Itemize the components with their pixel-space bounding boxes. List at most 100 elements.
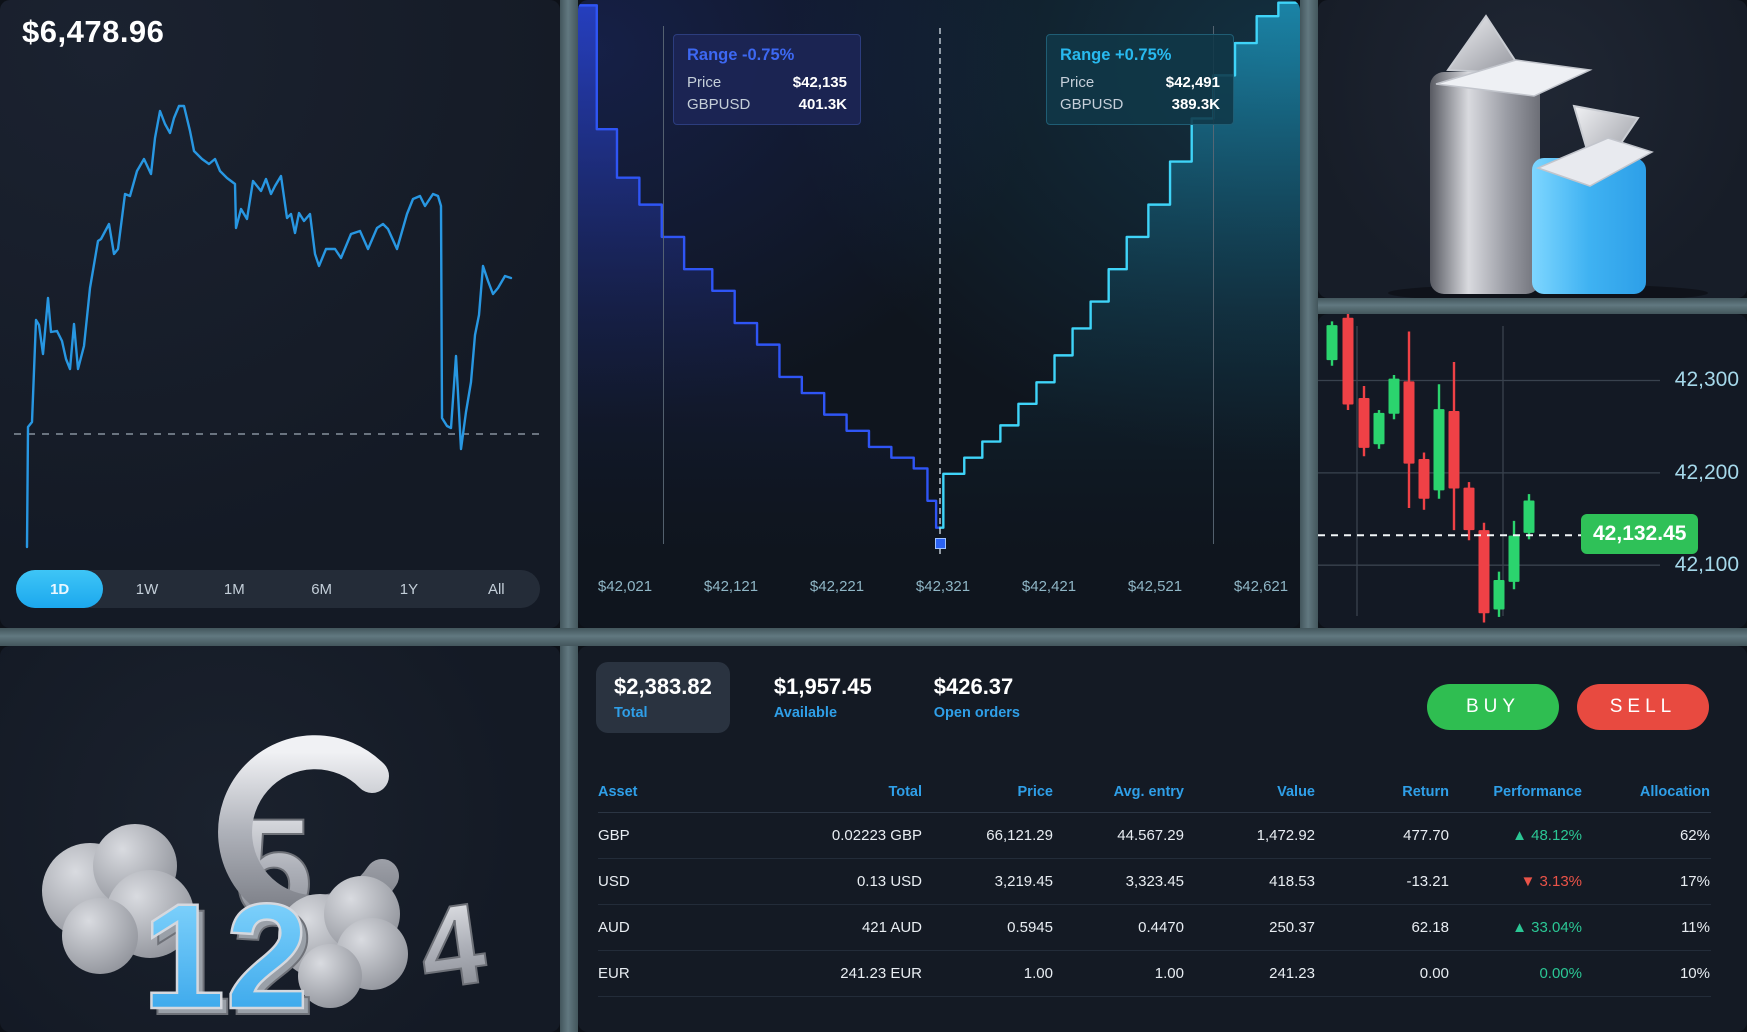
price-cell: 66,121.29	[986, 827, 1053, 844]
boxes-3d-illustration	[1388, 14, 1708, 298]
value-cell: 418.53	[1269, 873, 1315, 890]
return-cell: 62.18	[1411, 919, 1449, 936]
silver-bar-box	[1430, 72, 1540, 294]
balance-panel: $6,478.96 1D 1W 1M 6M 1Y All	[0, 0, 560, 628]
tooltip-row: GBPUSD 401.3K	[687, 96, 847, 113]
allocation-cell: 11%	[1681, 919, 1710, 936]
asset-cell: GBP	[598, 827, 630, 844]
mid-price-dashed-line	[939, 28, 941, 554]
summary-amount: $426.37	[933, 674, 1014, 699]
range-button-1d[interactable]: 1D	[16, 570, 104, 608]
candle-chart-svg	[1318, 314, 1660, 623]
avg-entry-cell: 44.567.29	[1117, 827, 1184, 844]
candle-price-label: 42,200	[1674, 460, 1739, 484]
range-lower-tooltip: Range -0.75% Price $42,135 GBPUSD 401.3K	[673, 34, 861, 125]
tooltip-title: Range -0.75%	[687, 46, 795, 64]
value-cell: 1,472.92	[1256, 827, 1315, 844]
performance-cell: ▼ 3.13%	[1520, 873, 1582, 890]
return-cell: -13.21	[1406, 873, 1449, 890]
total-cell: 241.23 EUR	[840, 965, 922, 982]
table-row-usd[interactable]: USD 0.13 USD 3,219.45 3,323.45 418.53 -13.21 ▼…	[598, 859, 1711, 905]
summary-amount: $1,957.45	[773, 674, 872, 699]
range-bar: 1D 1W 1M 6M 1Y All	[16, 570, 540, 608]
table-header-row: Asset Total Price Avg. entry Value Return Perf…	[598, 772, 1711, 813]
number-twelve: 12	[142, 872, 309, 1032]
table-row-gbp[interactable]: GBP 0.02223 GBP 66,121.29 44.567.29 1,472.92…	[598, 813, 1711, 859]
total-cell: 0.13 USD	[856, 873, 922, 890]
range-button-all[interactable]: All	[453, 570, 540, 608]
tooltip-title: Range +0.75%	[1060, 46, 1172, 64]
blue-box-top	[1535, 137, 1654, 187]
return-cell: 477.70	[1403, 827, 1449, 844]
depth-chart-panel: Range -0.75% Price $42,135 GBPUSD 401.3K…	[578, 0, 1300, 628]
balance-chart-svg	[14, 104, 542, 549]
avg-entry-cell: 3,323.45	[1125, 873, 1184, 890]
depth-price-label: $42,421	[1021, 578, 1077, 595]
summary-label: Available	[773, 705, 838, 721]
range-button-6m[interactable]: 6M	[278, 570, 365, 608]
allocation-cell: 10%	[1679, 965, 1710, 982]
asset-cell: AUD	[598, 919, 630, 936]
separator-vertical-right	[1300, 0, 1318, 628]
price-cell: 3,219.45	[994, 873, 1053, 890]
tooltip-label: GBPUSD	[687, 96, 751, 113]
depth-price-label: $42,621	[1233, 578, 1289, 595]
separator-vertical-left	[560, 0, 578, 1032]
tooltip-value: 401.3K	[798, 96, 847, 113]
range-button-1m[interactable]: 1M	[191, 570, 278, 608]
column-header-return: Return	[1402, 784, 1449, 800]
numbers-illustration-panel: 5 12 12 4	[0, 646, 560, 1032]
numbers-3d-illustration: 5 12 12 4	[42, 735, 494, 1032]
tooltip-row: Price $42,491	[1060, 74, 1220, 91]
depth-price-label: $42,121	[703, 578, 759, 595]
depth-price-label: $42,221	[809, 578, 865, 595]
column-header-performance: Performance	[1493, 784, 1582, 800]
tooltip-row: Price $42,135	[687, 74, 847, 91]
cloud-left	[42, 824, 194, 974]
separator-horizontal-right	[1318, 298, 1747, 314]
tooltip-label: Price	[687, 74, 722, 91]
tooltip-value: 389.3K	[1171, 96, 1220, 113]
trade-buttons: BUY SELL	[1427, 684, 1709, 730]
range-lower-marker-line	[663, 26, 664, 544]
performance-cell: 0.00%	[1539, 965, 1582, 982]
table-row-aud[interactable]: AUD 421 AUD 0.5945 0.4470 250.37 62.18 ▲ 33.04…	[598, 905, 1711, 951]
asset-cell: EUR	[598, 965, 630, 982]
portfolio-panel: $2,383.82 Total $1,957.45 Available $426.37 O…	[578, 646, 1747, 1032]
avg-entry-cell: 1.00	[1154, 965, 1184, 982]
column-header-avg-entry: Avg. entry	[1113, 784, 1184, 800]
tooltip-label: Price	[1060, 74, 1095, 91]
column-header-value: Value	[1277, 784, 1315, 800]
column-header-asset: Asset	[598, 784, 638, 800]
summary-total: $2,383.82 Total	[596, 662, 730, 733]
sell-button[interactable]: SELL	[1577, 684, 1709, 730]
total-cell: 421 AUD	[861, 919, 922, 936]
summary-label: Total	[614, 705, 648, 721]
range-button-1w[interactable]: 1W	[103, 570, 190, 608]
buy-button[interactable]: BUY	[1427, 684, 1559, 730]
depth-price-label: $42,521	[1127, 578, 1183, 595]
portfolio-table: Asset Total Price Avg. entry Value Return Perf…	[598, 772, 1711, 997]
range-button-1y[interactable]: 1Y	[365, 570, 452, 608]
bar-boxes-illustration-panel	[1318, 0, 1747, 298]
number-four: 4	[412, 879, 493, 1015]
summary-amount: $2,383.82	[614, 674, 712, 699]
value-cell: 241.23	[1269, 965, 1315, 982]
allocation-cell: 17%	[1679, 873, 1710, 890]
separator-horizontal-main	[0, 628, 1747, 646]
allocation-cell: 62%	[1679, 827, 1710, 844]
avg-entry-cell: 0.4470	[1138, 919, 1184, 936]
asset-cell: USD	[598, 873, 630, 890]
tooltip-label: GBPUSD	[1060, 96, 1124, 113]
summary-available: $1,957.45 Available	[756, 662, 890, 733]
blue-bar-box	[1532, 158, 1646, 294]
tooltip-value: $42,135	[792, 74, 847, 91]
summary-open-orders: $426.37 Open orders	[916, 662, 1038, 733]
price-cell: 0.5945	[1007, 919, 1053, 936]
candle-price-label: 42,300	[1674, 368, 1739, 392]
table-row-eur[interactable]: EUR 241.23 EUR 1.00 1.00 241.23 0.00 0.00% 10%	[598, 951, 1711, 997]
last-price-badge: 42,132.45	[1581, 514, 1699, 555]
return-cell: 0.00	[1419, 965, 1449, 982]
range-upper-marker-line	[1213, 26, 1214, 544]
